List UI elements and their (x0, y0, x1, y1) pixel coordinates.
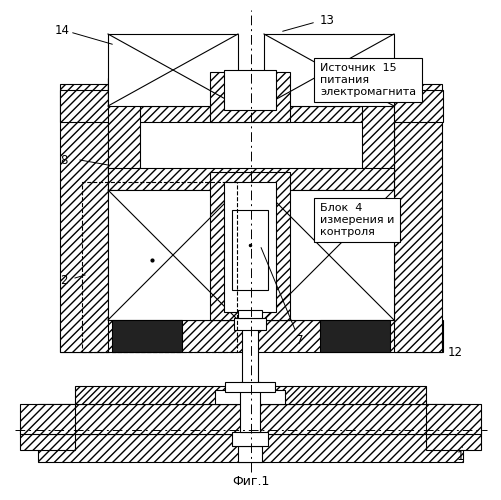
Bar (214, 390, 285, 404)
Text: Блок  4
измерения и
контроля: Блок 4 измерения и контроля (319, 204, 394, 236)
Text: 7: 7 (296, 334, 303, 346)
Bar (108, 168, 393, 190)
Bar (108, 34, 237, 106)
Text: Источник  15
питания
электромагнита: Источник 15 питания электромагнита (319, 64, 415, 96)
Bar (264, 34, 393, 106)
Text: 2: 2 (60, 274, 68, 286)
Bar (75, 386, 425, 404)
Text: 13: 13 (319, 14, 334, 26)
Bar (224, 382, 275, 392)
Bar (393, 84, 441, 352)
Text: 1: 1 (455, 450, 463, 462)
Bar (60, 320, 442, 352)
Bar (239, 382, 260, 432)
Bar (108, 190, 237, 320)
Bar (361, 78, 393, 174)
Bar (223, 182, 276, 312)
Bar (264, 190, 393, 320)
Bar (60, 90, 442, 122)
Bar (231, 210, 268, 290)
Bar (241, 320, 258, 390)
Bar (237, 446, 262, 462)
Bar (108, 78, 140, 174)
Bar (425, 430, 480, 450)
Bar (82, 182, 236, 352)
Text: 12: 12 (447, 346, 462, 358)
Bar (319, 320, 389, 352)
Bar (209, 72, 290, 122)
Bar (108, 78, 393, 106)
Bar (209, 172, 290, 320)
Bar (20, 430, 75, 450)
Bar (425, 404, 480, 434)
Bar (20, 404, 75, 434)
Bar (38, 404, 462, 434)
Bar (223, 70, 276, 110)
Bar (237, 310, 262, 318)
Text: 14: 14 (55, 24, 69, 36)
Bar (60, 84, 108, 352)
Bar (231, 432, 268, 446)
Bar (233, 318, 266, 330)
Text: 8: 8 (60, 154, 68, 166)
Text: Фиг.1: Фиг.1 (232, 475, 269, 488)
Bar (112, 320, 182, 352)
Bar (38, 434, 462, 462)
